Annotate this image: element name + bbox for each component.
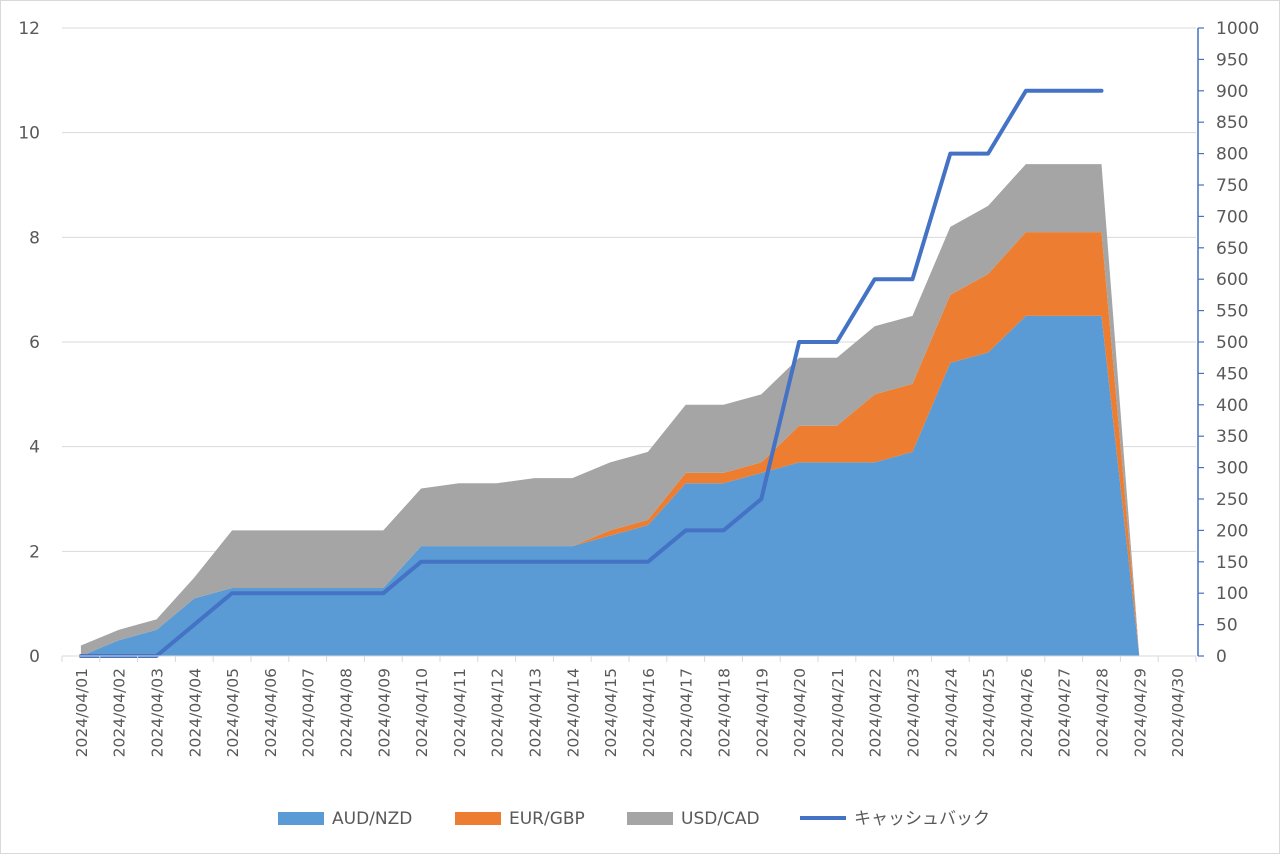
x-tick-label: 2024/04/06 (262, 668, 280, 757)
y-right-tick-label: 0 (1216, 647, 1227, 667)
x-tick-label: 2024/04/01 (73, 668, 91, 757)
x-tick-label: 2024/04/28 (1094, 668, 1112, 757)
x-tick-label: 2024/04/29 (1131, 668, 1149, 757)
legend-swatch (627, 812, 673, 825)
x-tick-label: 2024/04/17 (678, 668, 696, 757)
line-series (78, 88, 1104, 658)
x-tick-label: 2024/04/13 (527, 668, 545, 757)
x-tick-label: 2024/04/11 (451, 668, 469, 757)
x-tick-label: 2024/04/24 (942, 668, 960, 757)
y-right-tick-label: 300 (1216, 459, 1248, 479)
y-right-tick-label: 50 (1216, 616, 1238, 636)
legend-label: キャッシュバック (854, 809, 990, 829)
legend: AUD/NZD EUR/GBP USD/CAD キャッシュバック (278, 809, 990, 829)
legend-swatch (278, 812, 324, 825)
x-tick-label: 2024/04/20 (791, 668, 809, 757)
y-right-tick-label: 350 (1216, 427, 1248, 447)
y-left-tick-label: 4 (29, 438, 40, 458)
y-right-tick-label: 200 (1216, 521, 1248, 541)
y-left-tick-label: 10 (18, 124, 40, 144)
y-left-tick-label: 12 (18, 19, 40, 39)
legend-swatch (455, 812, 501, 825)
x-tick-label: 2024/04/15 (602, 668, 620, 757)
x-tick-label: 2024/04/14 (564, 668, 582, 757)
y-right-tick-label: 600 (1216, 270, 1248, 290)
x-tick-label: 2024/04/21 (829, 668, 847, 757)
legend-item: EUR/GBP (455, 809, 585, 829)
legend-item: キャッシュバック (800, 809, 990, 829)
y-right-tick-label: 250 (1216, 490, 1248, 510)
legend-label: EUR/GBP (509, 809, 585, 829)
x-tick-label: 2024/04/07 (300, 668, 318, 757)
axes: 0 2 4 6 8 10 12 0 50 100 150 200 250 300 350 400 450 500 5… (18, 19, 1259, 757)
y-right-tick-label: 100 (1216, 584, 1248, 604)
x-tick-label: 2024/04/03 (149, 668, 167, 757)
y-right-tick-label: 700 (1216, 207, 1248, 227)
x-tick-label: 2024/04/25 (980, 668, 998, 757)
y-left-tick-label: 6 (29, 333, 40, 353)
x-tick-label: 2024/04/09 (375, 668, 393, 757)
y-left-tick-label: 2 (29, 542, 40, 562)
y-right-tick-label: 850 (1216, 113, 1248, 133)
area-usd-cad (80, 164, 1140, 656)
y-left-tick-label: 8 (29, 228, 40, 248)
y-right-tick-label: 500 (1216, 333, 1248, 353)
y-right-tick-label: 950 (1216, 50, 1248, 70)
y-right-tick-label: 450 (1216, 364, 1248, 384)
y-left-tick-label: 0 (29, 647, 40, 667)
area-series (80, 164, 1140, 656)
y-right-tick-label: 550 (1216, 302, 1248, 322)
x-tick-label: 2024/04/08 (338, 668, 356, 757)
x-tick-label: 2024/04/19 (753, 668, 771, 757)
legend-label: AUD/NZD (332, 809, 412, 829)
x-tick-label: 2024/04/30 (1169, 668, 1187, 757)
y-right-tick-label: 650 (1216, 239, 1248, 259)
y-right-tick-label: 150 (1216, 553, 1248, 573)
y-right-tick-label: 1000 (1216, 19, 1259, 39)
y-right-tick-label: 750 (1216, 176, 1248, 196)
x-tick-label: 2024/04/16 (640, 668, 658, 757)
x-tick-label: 2024/04/02 (111, 668, 129, 757)
x-tick-label: 2024/04/18 (716, 668, 734, 757)
x-tick-label: 2024/04/27 (1056, 668, 1074, 757)
x-tick-label: 2024/04/10 (413, 668, 431, 757)
x-tick-label: 2024/04/22 (867, 668, 885, 757)
x-tick-label: 2024/04/12 (489, 668, 507, 757)
legend-label: USD/CAD (681, 809, 760, 829)
x-tick-label: 2024/04/05 (224, 668, 242, 757)
y-right-tick-label: 800 (1216, 145, 1248, 165)
legend-item: USD/CAD (627, 809, 760, 829)
area-eur-gbp (80, 232, 1140, 656)
line-cashback (78, 88, 1104, 658)
x-tick-label: 2024/04/26 (1018, 668, 1036, 757)
legend-item: AUD/NZD (278, 809, 412, 829)
x-tick-label: 2024/04/23 (905, 668, 923, 757)
y-right-tick-label: 400 (1216, 396, 1248, 416)
x-tick-label: 2024/04/04 (186, 668, 204, 757)
y-right-tick-label: 900 (1216, 82, 1248, 102)
area-aud-nzd (80, 315, 1140, 656)
